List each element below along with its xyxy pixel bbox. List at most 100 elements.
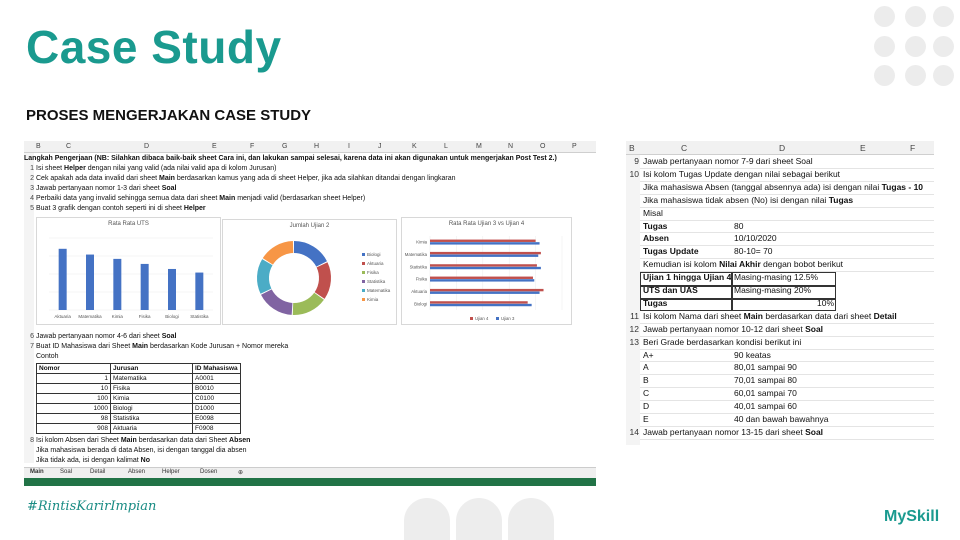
gridline <box>640 425 934 427</box>
step-text: Perbaiki data yang invalid sehingga semu… <box>36 195 365 202</box>
gridline <box>640 361 934 363</box>
table-cell: B0010 <box>192 383 241 394</box>
table-row: 98 Statistika E0098 <box>36 413 241 424</box>
text: 80,01 sampai 90 <box>734 362 797 373</box>
text: 40,01 sampai 60 <box>734 401 797 412</box>
step-text: Buat 3 grafik dengan contoh seperti ini … <box>36 205 206 212</box>
bold-text: Tugas <box>828 194 854 205</box>
text: Buat 3 grafik dengan contoh seperti ini … <box>36 205 184 212</box>
legend-swatch <box>362 253 365 256</box>
donut-slice <box>314 262 331 299</box>
grade-range: 40,01 sampai 60 <box>734 401 797 411</box>
slide-subtitle: PROSES MENGERJAKAN CASE STUDY <box>26 107 312 124</box>
column-label: F <box>250 143 255 150</box>
table-row: 1000 Biologi D1000 <box>36 403 241 414</box>
bar <box>430 254 539 257</box>
gridline <box>640 335 934 337</box>
table-cell: Matematika <box>110 373 193 384</box>
donut-slice <box>257 259 273 294</box>
column-label: I <box>348 143 350 150</box>
bar <box>168 268 176 310</box>
bobot-value: Masing-masing 20% <box>734 285 811 295</box>
column-label: G <box>282 143 288 150</box>
row-number: 2 <box>30 175 34 182</box>
bar <box>430 288 544 292</box>
bold-text: Absen <box>643 233 669 244</box>
bold-text: No <box>140 457 151 464</box>
column-label: P <box>572 143 577 150</box>
gridline <box>640 271 934 273</box>
chart-title: Rata Rata Ujian 3 vs Ujian 4 <box>448 221 525 227</box>
text: Masing-masing 12.5% <box>734 272 819 283</box>
grade-label: A+ <box>643 350 654 360</box>
text: Cek apakah ada data invalid dari sheet <box>36 175 159 182</box>
slide-title: Case Study <box>26 21 282 73</box>
step-text: Jawab pertanyaan nomor 1-3 dari sheet So… <box>36 185 176 192</box>
column-label: B <box>629 143 635 153</box>
bobot-table-border <box>640 272 836 311</box>
instruction-text: Beri Grade berdasarkan kondisi berikut i… <box>643 337 801 347</box>
row-number: 12 <box>629 323 639 334</box>
donut-slice <box>262 241 294 265</box>
legend-label: Statistika <box>367 279 386 284</box>
table-header-cell: ID Mahasiswa <box>192 363 241 374</box>
gridline <box>640 167 934 169</box>
text: Jawab pertanyaan nomor 4-6 dari sheet <box>36 333 162 340</box>
text: Jawab pertanyaan nomor 1-3 dari sheet <box>36 185 162 192</box>
table-cell: Kimia <box>110 393 193 404</box>
add-sheet-icon[interactable]: ⊕ <box>238 470 244 476</box>
bold-text: UTS dan UAS <box>643 285 698 295</box>
text: Perbaiki data yang invalid sehingga semu… <box>36 195 220 202</box>
bar <box>58 248 67 310</box>
sheet-tab-dosen[interactable]: Dosen <box>200 469 218 475</box>
text: Masing-masing 20% <box>734 285 812 295</box>
excel-status-bar <box>24 478 596 486</box>
sheet-tab-soal[interactable]: Soal <box>60 469 73 475</box>
donut-chart-svg: Biologi Aktuaria Fisika Statistika Matematik… <box>257 241 391 315</box>
bobot-label: Ujian 1 hingga Ujian 4 <box>643 272 731 282</box>
grade-range: 60,01 sampai 70 <box>734 388 797 398</box>
column-label: B <box>36 143 41 150</box>
gridline <box>640 245 934 247</box>
grade-range: 90 keatas <box>734 350 771 360</box>
bobot-table-divider <box>640 297 836 300</box>
legend-swatch <box>362 271 365 274</box>
sheet-tab-helper[interactable]: Helper <box>162 469 180 475</box>
sheet-tab-absen[interactable]: Absen <box>128 469 146 475</box>
table-cell: Biologi <box>110 403 193 414</box>
sheet-tab-main[interactable]: Main <box>30 469 44 475</box>
bar <box>430 266 541 270</box>
step-text: Isi sheet Helper dengan nilai yang valid… <box>36 165 276 172</box>
legend-label: Aktuaria <box>367 261 384 266</box>
column-header-row: B C D E F <box>626 141 934 155</box>
chart-title: Jumlah Ujian 2 <box>289 223 330 229</box>
column-label: H <box>314 143 320 150</box>
text: 40 dan bawah bawahnya <box>734 414 829 424</box>
bar <box>430 301 528 304</box>
text: Misal <box>643 207 663 218</box>
gridline <box>640 219 934 221</box>
row-number: 5 <box>30 205 34 212</box>
text: 80 <box>734 220 744 231</box>
bar <box>430 303 532 307</box>
bold-text: Helper <box>183 205 206 212</box>
bold-text: Soal <box>161 185 177 192</box>
gridline <box>640 374 934 376</box>
tick-label: Kimia <box>112 314 124 319</box>
column-label: N <box>508 143 514 150</box>
text: Jawab pertanyaan nomor 7-9 dari sheet So… <box>643 156 813 166</box>
donut-slice <box>261 288 293 315</box>
text: Kemudian isi kolom <box>643 259 720 270</box>
row-number: 3 <box>30 185 34 192</box>
instruction-text: Isi kolom Tugas Update dengan nilai seba… <box>643 169 840 179</box>
table-cell: F0908 <box>192 423 241 434</box>
instruction-text: Kemudian isi kolom Nilai Akhir dengan bo… <box>643 259 843 269</box>
row-number: 9 <box>634 156 639 166</box>
text: A <box>643 362 649 373</box>
sheet-tab-detail[interactable]: Detail <box>90 469 106 475</box>
gridline <box>640 348 934 350</box>
text: E <box>643 414 649 424</box>
table-cell: Fisika <box>110 383 193 394</box>
legend-swatch <box>470 317 473 320</box>
